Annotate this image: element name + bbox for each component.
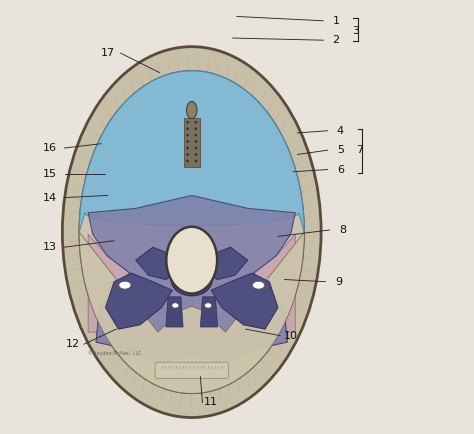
Circle shape [186, 160, 189, 162]
Text: 7: 7 [356, 145, 364, 155]
Polygon shape [88, 234, 181, 364]
Text: 9: 9 [335, 277, 342, 287]
Ellipse shape [79, 71, 304, 393]
Circle shape [186, 153, 189, 156]
Text: 3: 3 [352, 26, 359, 36]
Ellipse shape [205, 303, 211, 308]
Polygon shape [79, 71, 304, 232]
Circle shape [186, 134, 189, 136]
Polygon shape [79, 232, 304, 393]
Text: 12: 12 [66, 339, 80, 349]
Polygon shape [88, 195, 295, 364]
FancyBboxPatch shape [155, 362, 228, 378]
Ellipse shape [187, 102, 197, 119]
Ellipse shape [171, 263, 212, 296]
Text: 8: 8 [339, 225, 346, 235]
Text: 14: 14 [42, 193, 56, 203]
Polygon shape [191, 247, 248, 279]
Circle shape [186, 140, 189, 143]
Ellipse shape [172, 303, 179, 308]
Text: 11: 11 [204, 398, 218, 408]
Circle shape [194, 153, 197, 156]
Text: 16: 16 [42, 143, 56, 153]
Circle shape [186, 127, 189, 130]
Text: 1: 1 [333, 16, 340, 26]
Ellipse shape [253, 281, 264, 289]
Circle shape [186, 147, 189, 149]
Text: 13: 13 [42, 242, 56, 252]
Polygon shape [166, 297, 183, 327]
Ellipse shape [63, 47, 321, 418]
Text: 4: 4 [337, 126, 344, 136]
Text: 17: 17 [100, 48, 115, 58]
Circle shape [186, 121, 189, 123]
Text: 6: 6 [337, 164, 344, 174]
Circle shape [194, 134, 197, 136]
Text: 15: 15 [42, 169, 56, 179]
Polygon shape [211, 273, 278, 329]
Circle shape [194, 140, 197, 143]
Ellipse shape [119, 281, 131, 289]
Polygon shape [106, 273, 173, 329]
Polygon shape [203, 234, 295, 364]
Circle shape [194, 121, 197, 123]
Text: ©Hayden-McNeil, LLC: ©Hayden-McNeil, LLC [88, 350, 142, 356]
Circle shape [194, 147, 197, 149]
Polygon shape [136, 247, 191, 279]
Text: 2: 2 [333, 35, 340, 45]
Polygon shape [201, 297, 218, 327]
Text: 5: 5 [337, 145, 344, 155]
Text: 10: 10 [284, 331, 298, 341]
Bar [183, 118, 200, 168]
Ellipse shape [166, 227, 217, 293]
Circle shape [194, 160, 197, 162]
Circle shape [194, 127, 197, 130]
